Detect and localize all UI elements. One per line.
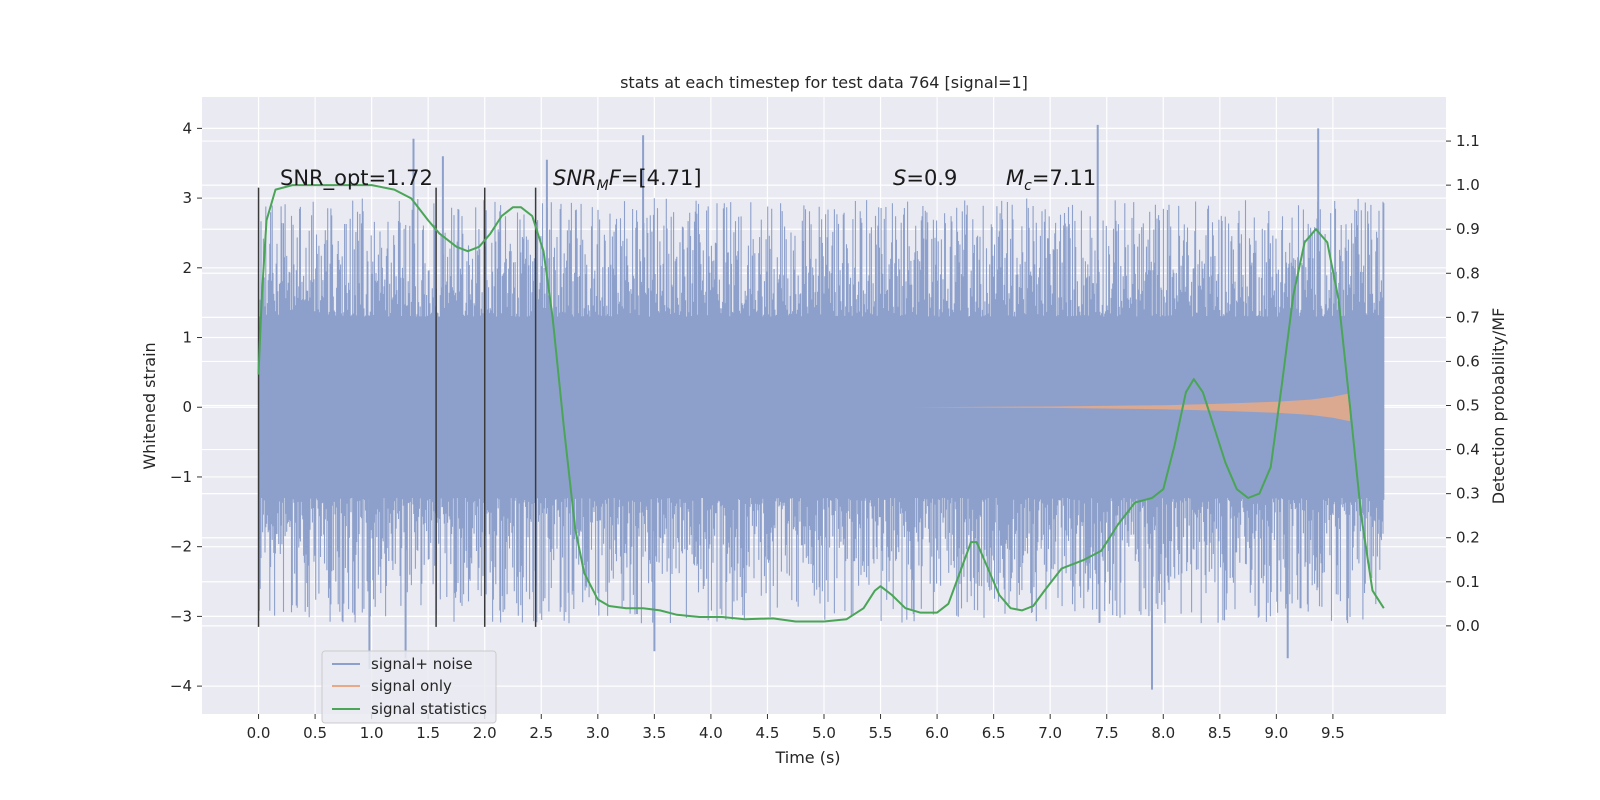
x-tick-label-12: 6.0 [925,724,949,742]
x-axis-ticks: 0.0 0.5 1.0 1.5 2.0 2.5 3.0 3.5 4.0 4.5 5.0 5.5 6.0 6… [247,714,1345,742]
x-tick-label-6: 3.0 [586,724,610,742]
legend-box [321,650,497,724]
x-tick-label-5: 2.5 [529,724,553,742]
annotation-s: S=0.9 [893,166,957,190]
statistics-line [257,184,1385,623]
legend: signal+ noise signal only signal statist… [321,650,497,724]
y2-tick-label-9: 0.9 [1456,220,1480,238]
marker-lines [257,187,537,627]
y2-tick-label-7: 0.7 [1456,308,1480,326]
y2-tick-label-11: 1.1 [1456,132,1480,150]
y-tick-label-6: 2 [182,259,192,277]
legend-label-signal-statistics: signal statistics [371,700,487,718]
y2-tick-label-4: 0.4 [1456,441,1480,459]
y2-tick-label-1: 0.1 [1456,573,1480,591]
y-tick-label-3: −1 [170,468,192,486]
x-tick-label-9: 4.5 [756,724,780,742]
x-tick-label-18: 9.0 [1264,724,1288,742]
annotations: SNR_opt=1.72 SNRMF=[4.71] S=0.9 Mc=7.11 [280,166,1096,194]
x-tick-label-16: 8.0 [1151,724,1175,742]
x-tick-label-3: 1.5 [416,724,440,742]
x-tick-label-11: 5.5 [869,724,893,742]
y2-tick-label-10: 1.0 [1456,176,1480,194]
y-tick-label-4: 0 [182,398,192,416]
signal-statistics-series [257,184,1385,623]
y-axis-ticks: −4 −3 −2 −1 0 1 2 3 4 [170,119,202,695]
y2-axis-label: Detection probability/MF [1489,308,1508,505]
y-tick-label-8: 4 [182,119,192,137]
x-tick-label-19: 9.5 [1321,724,1345,742]
y2-tick-label-2: 0.2 [1456,529,1480,547]
y2-tick-label-8: 0.8 [1456,264,1480,282]
y-tick-label-7: 3 [182,189,192,207]
x-tick-label-10: 5.0 [812,724,836,742]
x-tick-label-0: 0.0 [247,724,271,742]
noise-peaks [368,124,1320,690]
x-tick-label-13: 6.5 [982,724,1006,742]
annotation-mc: Mc=7.11 [1006,166,1096,194]
y2-tick-label-3: 0.3 [1456,485,1480,503]
x-tick-label-15: 7.5 [1095,724,1119,742]
x-tick-label-17: 8.5 [1208,724,1232,742]
legend-label-signal-only: signal only [371,677,452,695]
y-tick-label-1: −3 [170,607,192,625]
y-tick-label-5: 1 [182,329,192,347]
y2-tick-label-0: 0.0 [1456,617,1480,635]
y-tick-label-0: −4 [170,677,192,695]
x-tick-label-2: 1.0 [360,724,384,742]
y-axis-label: Whitened strain [140,342,159,469]
chart-title: stats at each timestep for test data 764… [620,73,1028,92]
signal-only-series [914,393,1350,422]
x-axis-label: Time (s) [774,748,840,767]
annotation-snr-opt: SNR_opt=1.72 [280,166,433,191]
x-tick-label-8: 4.0 [699,724,723,742]
legend-label-signal-noise: signal+ noise [371,655,473,673]
signal-only-envelope [914,393,1350,422]
x-tick-label-7: 3.5 [642,724,666,742]
y2-axis-ticks: 0.0 0.1 0.2 0.3 0.4 0.5 0.6 0.7 0.8 0.9 1.0 1.1 [1446,132,1480,635]
annotation-snr-mf: SNRMF=[4.71] [553,166,702,194]
y2-tick-label-6: 0.6 [1456,352,1480,370]
x-tick-label-4: 2.0 [473,724,497,742]
x-tick-label-14: 7.0 [1038,724,1062,742]
y-tick-label-2: −2 [170,538,192,556]
y2-tick-label-5: 0.5 [1456,397,1480,415]
x-tick-label-1: 0.5 [303,724,327,742]
